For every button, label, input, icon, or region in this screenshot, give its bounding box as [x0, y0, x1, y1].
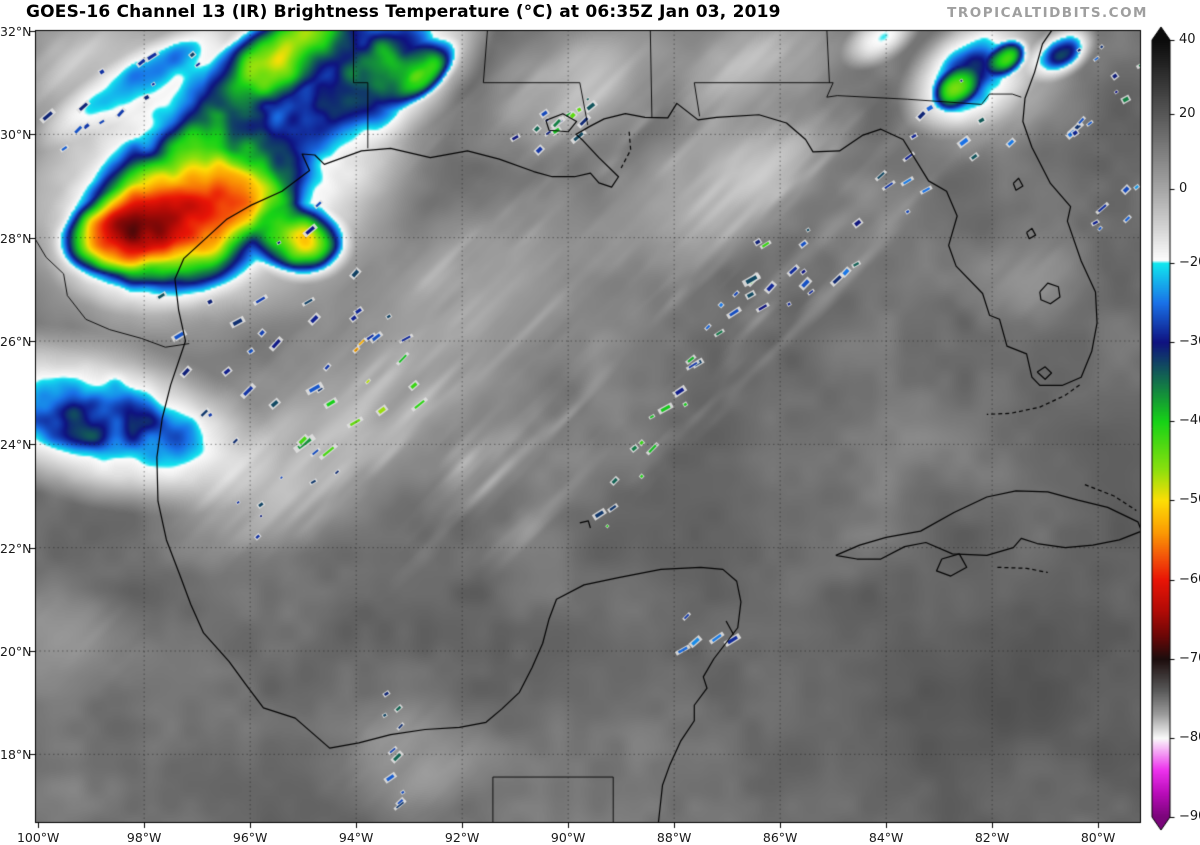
colorbar-tick-label: 40	[1179, 32, 1196, 47]
lon-tick-label: 98°W	[126, 830, 162, 845]
colorbar-tick-label: −30	[1179, 334, 1200, 350]
lat-tick-label: 22°N	[0, 540, 32, 556]
tropicaltidbits-watermark: TROPICALTIDBITS.COM	[947, 5, 1148, 21]
lon-tick-label: 82°W	[974, 830, 1010, 845]
lat-tick-label: 26°N	[0, 334, 32, 349]
colorbar-tick-label: −80	[1179, 729, 1200, 745]
lat-tick-label: 18°N	[0, 747, 32, 763]
lon-tick-label: 88°W	[656, 830, 692, 845]
lon-tick-label: 86°W	[762, 830, 798, 845]
lat-tick-label: 32°N	[0, 24, 32, 40]
colorbar-tick-label: −70	[1179, 650, 1200, 666]
colorbar-tick-label: −20	[1179, 254, 1200, 270]
colorbar-tick-label: −90	[1179, 809, 1200, 824]
lon-tick-label: 100°W	[16, 830, 60, 845]
colorbar-tick-label: −50	[1179, 492, 1200, 508]
lat-tick-label: 28°N	[0, 230, 32, 246]
colorbar-tick-label: 0	[1179, 180, 1188, 196]
lon-tick-label: 80°W	[1080, 830, 1116, 845]
lon-tick-label: 92°W	[444, 830, 480, 845]
lon-tick-label: 96°W	[232, 830, 268, 845]
colorbar-tick-label: 20	[1179, 106, 1196, 122]
lat-tick-label: 20°N	[0, 643, 32, 659]
lon-tick-label: 94°W	[338, 830, 374, 845]
lat-tick-label: 24°N	[0, 437, 32, 453]
colorbar-tick-label: −40	[1179, 413, 1200, 429]
colorbar-tick-label: −60	[1179, 571, 1200, 587]
lon-tick-label: 90°W	[550, 830, 586, 845]
figure-title: GOES-16 Channel 13 (IR) Brightness Tempe…	[26, 2, 781, 22]
lat-tick-label: 30°N	[0, 127, 32, 143]
lon-tick-label: 84°W	[868, 830, 904, 845]
